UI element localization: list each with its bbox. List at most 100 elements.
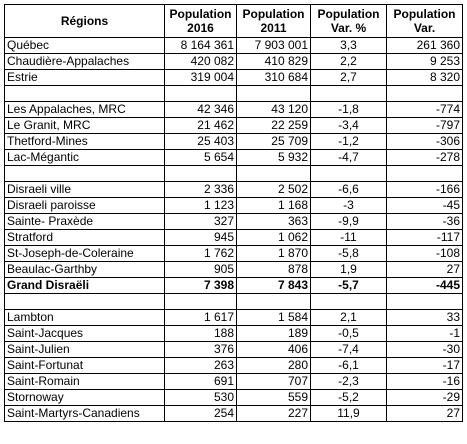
data-row: Disraeli paroisse 1 123 1 168 -3 -45 [4,197,463,214]
value-cell: -0,5 [310,325,387,342]
empty-cell [386,165,463,182]
value-cell: -1,2 [310,133,387,150]
value-cell: 27 [386,405,463,422]
value-cell: -6,1 [310,357,387,374]
value-cell: 263 [164,357,237,374]
empty-cell [236,85,311,102]
value-cell: 5 932 [236,149,311,166]
region-cell: Le Granit, MRC [4,117,165,134]
value-cell: 254 [164,405,237,422]
value-cell: 2,2 [310,53,387,70]
empty-cell [236,165,311,182]
value-cell: 7 903 001 [236,37,311,54]
value-cell: 327 [164,213,237,230]
region-cell: Québec [4,37,165,54]
value-cell: -36 [386,213,463,230]
value-cell: 43 120 [236,101,311,118]
data-row: Grand Disraëli 7 398 7 843 -5,7 -445 [4,277,463,294]
region-cell: Estrie [4,69,165,86]
value-cell: -5,2 [310,389,387,406]
value-cell: 3,3 [310,37,387,54]
value-cell: -7,4 [310,341,387,358]
value-cell: 2,1 [310,309,387,326]
value-cell: 2 502 [236,181,311,198]
value-cell: 559 [236,389,311,406]
value-cell: 33 [386,309,463,326]
empty-cell [386,293,463,310]
data-row: Chaudière-Appalaches 420 082 410 829 2,2 9 2… [4,53,463,70]
data-row: St-Joseph-de-Coleraine 1 762 1 870 -5,8 -108 [4,245,463,262]
data-row: Lac-Mégantic 5 654 5 932 -4,7 -278 [4,149,463,166]
value-cell: 11,9 [310,405,387,422]
data-row: Le Granit, MRC 21 462 22 259 -3,4 -797 [4,117,463,134]
region-cell: Saint-Fortunat [4,357,165,374]
empty-cell [310,85,387,102]
value-cell: -1 [386,325,463,342]
value-cell: -108 [386,245,463,262]
value-cell: -445 [386,277,463,294]
region-cell: Les Appalaches, MRC [4,101,165,118]
region-cell: Disraeli ville [4,181,165,198]
value-cell: -29 [386,389,463,406]
data-row: Saint-Jacques 188 189 -0,5 -1 [4,325,463,342]
region-cell: St-Joseph-de-Coleraine [4,245,165,262]
data-row: Québec 8 164 361 7 903 001 3,3 261 360 [4,37,463,54]
empty-cell [164,293,237,310]
value-cell: 27 [386,261,463,278]
value-cell: 1 062 [236,229,311,246]
value-cell: 7 843 [236,277,311,294]
value-cell: 8 320 [386,69,463,86]
region-cell: Chaudière-Appalaches [4,53,165,70]
value-cell: -797 [386,117,463,134]
value-cell: 1,9 [310,261,387,278]
value-cell: 410 829 [236,53,311,70]
empty-cell [386,85,463,102]
value-cell: -6,6 [310,181,387,198]
value-cell: -306 [386,133,463,150]
value-cell: 310 684 [236,69,311,86]
value-cell: 1 123 [164,197,237,214]
data-row: Stornoway 530 559 -5,2 -29 [4,389,463,406]
value-cell: 2 336 [164,181,237,198]
value-cell: -5,7 [310,277,387,294]
data-row: Thetford-Mines 25 403 25 709 -1,2 -306 [4,133,463,150]
value-cell: -1,8 [310,101,387,118]
value-cell: 1 168 [236,197,311,214]
header-row: Régions Population 2016 Population 2011 Pop… [4,4,463,38]
value-cell: 21 462 [164,117,237,134]
value-cell: 189 [236,325,311,342]
value-cell: -30 [386,341,463,358]
header-cell: Population 2011 [236,4,311,38]
value-cell: -16 [386,373,463,390]
header-cell: Population Var. % [310,4,387,38]
value-cell: 319 004 [164,69,237,86]
value-cell: 363 [236,213,311,230]
value-cell: 1 584 [236,309,311,326]
value-cell: 878 [236,261,311,278]
region-cell: Saint-Martyrs-Canadiens [4,405,165,422]
value-cell: 2,7 [310,69,387,86]
region-cell: Stornoway [4,389,165,406]
empty-cell [4,85,165,102]
value-cell: 7 398 [164,277,237,294]
value-cell: 5 654 [164,149,237,166]
region-cell: Saint-Jacques [4,325,165,342]
value-cell: -5,8 [310,245,387,262]
value-cell: 530 [164,389,237,406]
value-cell: 227 [236,405,311,422]
value-cell: 691 [164,373,237,390]
value-cell: 42 346 [164,101,237,118]
value-cell: -3 [310,197,387,214]
region-cell: Lac-Mégantic [4,149,165,166]
value-cell: 261 360 [386,37,463,54]
value-cell: -3,4 [310,117,387,134]
value-cell: -166 [386,181,463,198]
spacer-row [4,85,463,102]
value-cell: -45 [386,197,463,214]
value-cell: 1 870 [236,245,311,262]
value-cell: 707 [236,373,311,390]
header-cell: Population 2016 [164,4,237,38]
data-row: Estrie 319 004 310 684 2,7 8 320 [4,69,463,86]
data-row: Saint-Julien 376 406 -7,4 -30 [4,341,463,358]
